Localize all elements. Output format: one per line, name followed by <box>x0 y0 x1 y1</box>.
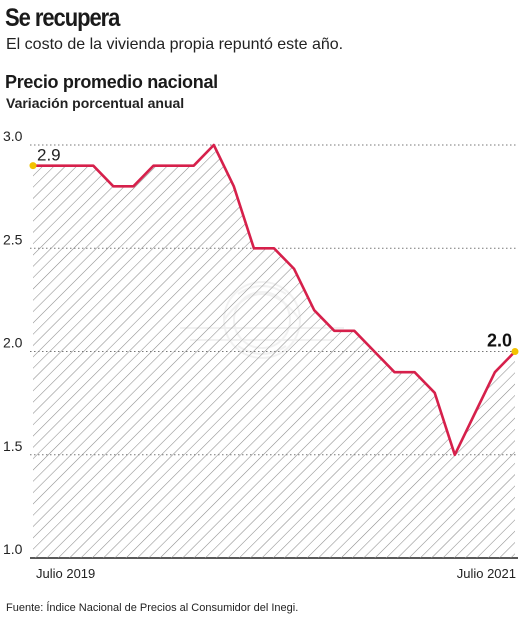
line-chart: 1.0 1.5 2.0 2.5 3.0 Julio 2019 Julio 2021 2.9… <box>3 128 519 581</box>
subtitle: El costo de la vivienda propia repuntó e… <box>6 36 344 53</box>
end-value-label: 2.0 <box>487 331 512 351</box>
y-tick-label: 2.0 <box>3 335 23 351</box>
chart-title: Precio promedio nacional <box>5 72 218 92</box>
watermark-emblem <box>180 281 344 359</box>
headline: Se recupera <box>5 4 120 32</box>
start-value-label: 2.9 <box>37 146 61 165</box>
start-point-marker <box>29 162 37 170</box>
x-tick-label: Julio 2019 <box>36 566 95 581</box>
y-tick-label: 1.0 <box>3 541 23 557</box>
source-note: Fuente: Índice Nacional de Precios al Co… <box>6 602 299 614</box>
series-line <box>31 143 517 457</box>
chart-area-fill <box>33 145 515 558</box>
end-point-marker <box>511 348 519 355</box>
chart-subtitle: Variación porcentual anual <box>6 95 185 111</box>
x-tick-label: Julio 2021 <box>457 566 516 581</box>
y-tick-label: 2.5 <box>3 231 23 247</box>
y-tick-label: 3.0 <box>3 128 23 144</box>
y-tick-label: 1.5 <box>3 438 23 454</box>
